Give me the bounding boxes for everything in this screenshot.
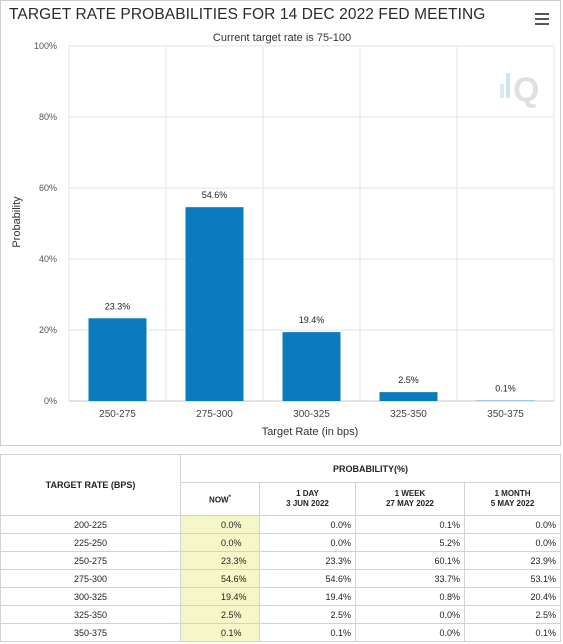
data-label: 19.4% [299, 315, 325, 325]
now-cell: 0.0% [180, 515, 260, 534]
table-row: 300-325 19.4% 19.4% 0.8% 20.4% [0, 587, 561, 606]
now-cell: 0.1% [180, 623, 260, 642]
bar [185, 207, 244, 401]
chart-subtitle: Current target rate is 75-100 [213, 32, 351, 44]
header-1-day: 1 DAY 3 JUN 2022 [259, 482, 356, 516]
day-cell: 0.0% [259, 533, 356, 552]
y-tick-label: 20% [39, 325, 57, 335]
data-label: 23.3% [105, 301, 131, 311]
rate-cell: 200-225 [0, 515, 181, 534]
x-tick-label: 325-350 [390, 409, 427, 420]
header-1-month: 1 MONTH 5 MAY 2022 [464, 482, 561, 516]
x-tick-label: 250-275 [99, 409, 136, 420]
month-cell: 0.0% [464, 533, 561, 552]
table-row: 350-375 0.1% 0.1% 0.0% 0.1% [0, 623, 561, 642]
header-1-week: 1 WEEK 27 MAY 2022 [355, 482, 465, 516]
x-tick-label: 275-300 [196, 409, 233, 420]
month-cell: 20.4% [464, 587, 561, 606]
bar-chart: Current target rate is 75-100 Q 0% 20% 40%… [11, 32, 555, 438]
y-tick-label: 40% [39, 254, 57, 264]
x-tick-label: 300-325 [293, 409, 330, 420]
week-cell: 0.0% [355, 605, 465, 624]
bar [379, 392, 438, 401]
rate-cell: 325-350 [0, 605, 181, 624]
data-label: 0.1% [495, 384, 516, 394]
y-tick-label: 80% [39, 112, 57, 122]
day-cell: 2.5% [259, 605, 356, 624]
week-cell: 33.7% [355, 569, 465, 588]
month-cell: 2.5% [464, 605, 561, 624]
hamburger-menu-icon[interactable] [535, 13, 549, 25]
week-cell: 60.1% [355, 551, 465, 570]
now-cell: 23.3% [180, 551, 260, 570]
header-now: NOW* [180, 482, 260, 516]
now-cell: 54.6% [180, 569, 260, 588]
week-cell: 0.1% [355, 515, 465, 534]
data-labels: 23.3% 54.6% 19.4% 2.5% 0.1% [105, 190, 516, 393]
rate-cell: 275-300 [0, 569, 181, 588]
data-label: 2.5% [398, 375, 419, 385]
month-cell: 0.1% [464, 623, 561, 642]
header-target-rate: TARGET RATE (BPS) [0, 454, 181, 516]
q-logo-watermark: Q [500, 71, 539, 109]
data-label: 54.6% [202, 190, 228, 200]
bar [88, 318, 147, 401]
gridlines [68, 45, 555, 402]
day-cell: 23.3% [259, 551, 356, 570]
y-tick-label: 60% [39, 183, 57, 193]
month-cell: 0.0% [464, 515, 561, 534]
day-cell: 54.6% [259, 569, 356, 588]
x-axis-label: Target Rate (in bps) [262, 426, 359, 438]
rate-cell: 350-375 [0, 623, 181, 642]
y-axis-label: Probability [11, 196, 23, 248]
svg-text:Q: Q [513, 71, 539, 109]
x-tick-label: 350-375 [487, 409, 524, 420]
table-row: 275-300 54.6% 54.6% 33.7% 53.1% [0, 569, 561, 588]
rate-cell: 250-275 [0, 551, 181, 570]
day-cell: 0.0% [259, 515, 356, 534]
table-row: 250-275 23.3% 23.3% 60.1% 23.9% [0, 551, 561, 570]
now-cell: 19.4% [180, 587, 260, 606]
y-tick-label: 0% [44, 396, 57, 406]
probability-table: TARGET RATE (BPS) PROBABILITY(%) NOW* 1 … [0, 454, 561, 642]
week-cell: 5.2% [355, 533, 465, 552]
bars [88, 207, 535, 401]
month-cell: 23.9% [464, 551, 561, 570]
table-row: 200-225 0.0% 0.0% 0.1% 0.0% [0, 515, 561, 534]
month-cell: 53.1% [464, 569, 561, 588]
chart-panel: TARGET RATE PROBABILITIES FOR 14 DEC 202… [0, 0, 561, 446]
day-cell: 19.4% [259, 587, 356, 606]
now-cell: 0.0% [180, 533, 260, 552]
y-axis-ticks: 0% 20% 40% 60% 80% 100% [34, 41, 57, 406]
day-cell: 0.1% [259, 623, 356, 642]
rate-cell: 225-250 [0, 533, 181, 552]
x-axis-ticks: 250-275 275-300 300-325 325-350 350-375 [99, 409, 524, 420]
y-tick-label: 100% [34, 41, 57, 51]
chart-title: TARGET RATE PROBABILITIES FOR 14 DEC 202… [9, 6, 486, 23]
bar [282, 332, 341, 401]
table-body: 200-225 0.0% 0.0% 0.1% 0.0% 225-250 0.0% 0.0% 5.… [0, 515, 561, 642]
rate-cell: 300-325 [0, 587, 181, 606]
table-row: 325-350 2.5% 2.5% 0.0% 2.5% [0, 605, 561, 624]
week-cell: 0.0% [355, 623, 465, 642]
header-probability: PROBABILITY(%) [180, 454, 561, 483]
week-cell: 0.8% [355, 587, 465, 606]
table-row: 225-250 0.0% 0.0% 5.2% 0.0% [0, 533, 561, 552]
now-cell: 2.5% [180, 605, 260, 624]
